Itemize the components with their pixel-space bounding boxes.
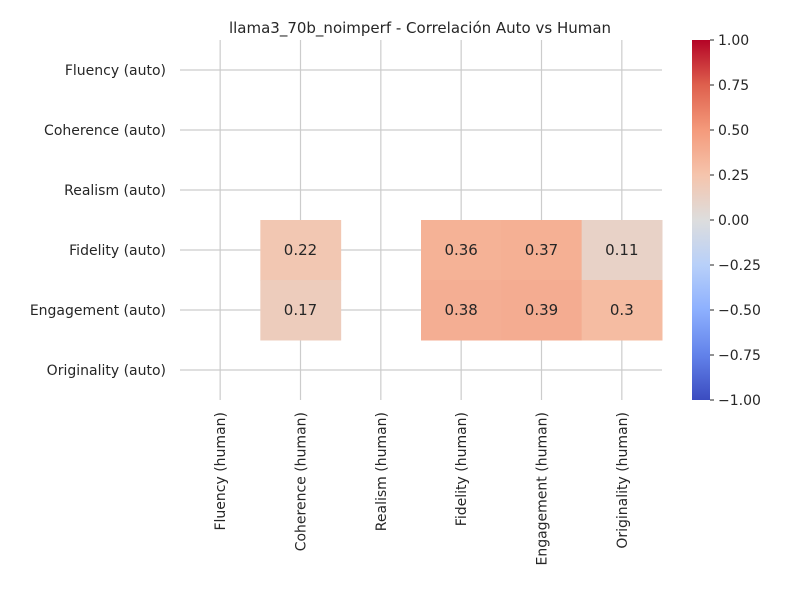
x-tick-label: Realism (human) (374, 412, 390, 531)
y-tick-labels: Fluency (auto) Coherence (auto) Realism (a… (30, 63, 166, 379)
colorbar: 1.00 0.75 0.50 0.25 0.00 −0.25 −0.50 −0.75 −1.00 (692, 33, 761, 409)
colorbar-tick-label: 1.00 (718, 33, 749, 49)
heatmap-cell (501, 220, 583, 281)
heatmap-cell (421, 220, 502, 281)
x-tick-label: Fluency (human) (213, 412, 229, 531)
cell-value-label: 0.3 (610, 301, 634, 319)
cell-value-label: 0.36 (444, 241, 477, 259)
colorbar-gradient (692, 40, 710, 400)
heatmap-cell (581, 280, 663, 341)
heatmap-cell (260, 280, 342, 341)
cell-value-label: 0.22 (284, 241, 317, 259)
heatmap-cells: 0.22 0.36 0.37 0.11 0.17 0.38 0.39 0.3 (260, 220, 663, 341)
cell-value-label: 0.39 (525, 301, 558, 319)
heatmap-cell (260, 220, 342, 281)
colorbar-tick-label: −0.50 (718, 303, 761, 319)
cell-value-label: 0.11 (605, 241, 638, 259)
heatmap-cell (421, 280, 502, 341)
colorbar-tick-label: 0.25 (718, 168, 749, 184)
y-tick-label: Fluency (auto) (65, 63, 166, 79)
colorbar-tick-label: 0.50 (718, 123, 749, 139)
colorbar-tick-label: 0.00 (718, 213, 749, 229)
x-tick-label: Engagement (human) (535, 412, 551, 566)
colorbar-tick-label: 0.75 (718, 78, 749, 94)
x-tick-label: Coherence (human) (294, 412, 310, 551)
y-tick-label: Originality (auto) (47, 363, 166, 379)
y-tick-label: Realism (auto) (64, 183, 166, 199)
y-tick-label: Coherence (auto) (44, 123, 166, 139)
y-tick-label: Fidelity (auto) (69, 243, 166, 259)
x-tick-label: Originality (human) (615, 412, 631, 549)
colorbar-tick-label: −0.25 (718, 258, 761, 274)
colorbar-tick-label: −1.00 (718, 393, 761, 409)
x-tick-label: Fidelity (human) (454, 412, 470, 526)
heatmap-cell (581, 220, 663, 281)
x-tick-labels: Fluency (human) Coherence (human) Realism … (213, 412, 631, 566)
cell-value-label: 0.17 (284, 301, 317, 319)
colorbar-ticks: 1.00 0.75 0.50 0.25 0.00 −0.25 −0.50 −0.75 −1.00 (710, 33, 761, 409)
heatmap-cell (501, 280, 583, 341)
chart-title: llama3_70b_noimperf - Correlación Auto v… (229, 19, 611, 38)
colorbar-tick-label: −0.75 (718, 348, 761, 364)
cell-value-label: 0.37 (525, 241, 558, 259)
y-tick-label: Engagement (auto) (30, 303, 166, 319)
cell-value-label: 0.38 (444, 301, 477, 319)
